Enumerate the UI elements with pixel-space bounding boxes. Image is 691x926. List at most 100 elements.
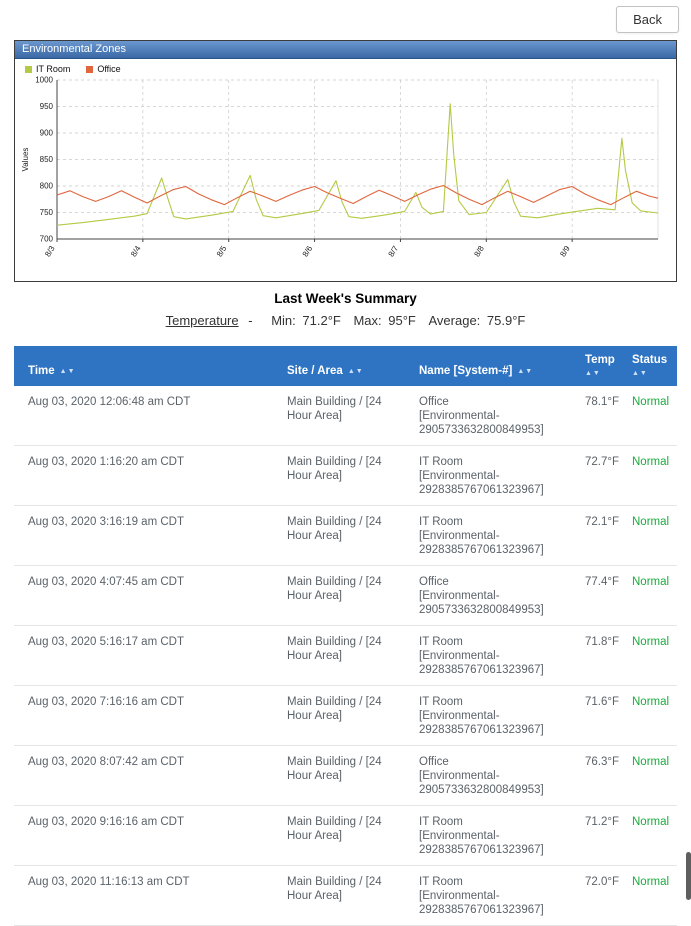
row-site: Main Building / [24 Hour Area] — [287, 805, 419, 866]
row-name-label: IT Room — [419, 636, 463, 648]
row-name-label: IT Room — [419, 876, 463, 888]
readings-table: Time ▲▼ Site / Area ▲▼ Name [System-#] ▲▼ Temp… — [14, 346, 677, 926]
chart-area: 700 750 800 850 900 950 1000 8/3 8/4 8/5 8/6 8/7 8/8… — [15, 74, 676, 281]
table-row[interactable]: Aug 03, 2020 8:07:42 am CDT Main Buildin… — [14, 745, 677, 806]
svg-text:8/9: 8/9 — [558, 244, 572, 259]
svg-text:8/6: 8/6 — [301, 244, 315, 259]
row-name-label: IT Room — [419, 516, 463, 528]
table-row[interactable]: Aug 03, 2020 12:06:48 am CDT Main Buildi… — [14, 386, 677, 446]
sort-arrows-icon[interactable]: ▲▼ — [59, 368, 76, 375]
row-name: IT Room [Environmental-29283857670613239… — [419, 805, 585, 866]
row-system-id: [Environmental-2905733632800849953] — [419, 590, 544, 616]
svg-text:Values: Values — [21, 148, 30, 172]
row-status: Normal — [632, 865, 677, 926]
row-site: Main Building / [24 Hour Area] — [287, 445, 419, 506]
environmental-zones-panel: Environmental Zones IT Room Office 700 750… — [14, 40, 677, 282]
row-site: Main Building / [24 Hour Area] — [287, 865, 419, 926]
top-toolbar: Back — [0, 0, 691, 38]
row-name-label: IT Room — [419, 696, 463, 708]
table-row[interactable]: Aug 03, 2020 4:07:45 am CDT Main Buildin… — [14, 565, 677, 626]
row-status: Normal — [632, 805, 677, 866]
row-name-label: IT Room — [419, 816, 463, 828]
row-status: Normal — [632, 565, 677, 626]
back-button[interactable]: Back — [616, 6, 679, 33]
column-label: Temp — [585, 354, 615, 366]
row-name: IT Room [Environmental-29283857670613239… — [419, 505, 585, 566]
row-site: Main Building / [24 Hour Area] — [287, 565, 419, 626]
row-site: Main Building / [24 Hour Area] — [287, 505, 419, 566]
row-name: Office [Environmental-290573363280084995… — [419, 386, 585, 446]
row-time: Aug 03, 2020 1:16:20 am CDT — [14, 445, 287, 506]
min-value: 71.2°F — [302, 313, 341, 328]
column-label: Site / Area — [287, 365, 343, 377]
average-value: 75.9°F — [486, 313, 526, 328]
row-name: Office [Environmental-290573363280084995… — [419, 565, 585, 626]
row-temp: 71.6°F — [585, 685, 632, 746]
row-temp: 77.4°F — [585, 565, 632, 626]
row-time: Aug 03, 2020 8:07:42 am CDT — [14, 745, 287, 806]
row-name: IT Room [Environmental-29283857670613239… — [419, 685, 585, 746]
column-header-name-system[interactable]: Name [System-#] ▲▼ — [419, 346, 585, 386]
table-header-row: Time ▲▼ Site / Area ▲▼ Name [System-#] ▲▼ Temp… — [14, 346, 677, 386]
row-site: Main Building / [24 Hour Area] — [287, 386, 419, 446]
column-header-status[interactable]: Status ▲▼ — [632, 346, 677, 386]
legend-item-office: Office — [86, 64, 121, 74]
row-temp: 72.7°F — [585, 445, 632, 506]
column-label: Time — [28, 365, 55, 377]
sort-arrows-icon[interactable]: ▲▼ — [517, 368, 534, 375]
svg-text:950: 950 — [40, 102, 54, 111]
row-system-id: [Environmental-2928385767061323967] — [419, 650, 544, 676]
row-time: Aug 03, 2020 3:16:19 am CDT — [14, 505, 287, 566]
svg-text:8/4: 8/4 — [129, 244, 143, 259]
row-temp: 78.1°F — [585, 386, 632, 446]
temperature-link[interactable]: Temperature — [165, 313, 239, 328]
sort-arrows-icon[interactable]: ▲▼ — [585, 370, 601, 377]
row-temp: 72.1°F — [585, 505, 632, 566]
row-status: Normal — [632, 386, 677, 446]
row-name: IT Room [Environmental-29283857670613239… — [419, 625, 585, 686]
legend-item-it-room: IT Room — [25, 64, 70, 74]
environmental-chart-svg: 700 750 800 850 900 950 1000 8/3 8/4 8/5 8/6 8/7 8/8… — [21, 76, 659, 259]
table-row[interactable]: Aug 03, 2020 3:16:19 am CDT Main Buildin… — [14, 505, 677, 566]
sort-arrows-icon[interactable]: ▲▼ — [347, 368, 364, 375]
row-time: Aug 03, 2020 7:16:16 am CDT — [14, 685, 287, 746]
row-name-label: IT Room — [419, 456, 463, 468]
column-header-temp[interactable]: Temp ▲▼ — [585, 346, 632, 386]
table-row[interactable]: Aug 03, 2020 11:16:13 am CDT Main Buildi… — [14, 865, 677, 926]
row-time: Aug 03, 2020 4:07:45 am CDT — [14, 565, 287, 626]
row-temp: 71.2°F — [585, 805, 632, 866]
row-site: Main Building / [24 Hour Area] — [287, 625, 419, 686]
table-row[interactable]: Aug 03, 2020 1:16:20 am CDT Main Buildin… — [14, 445, 677, 506]
summary-dash: - — [248, 313, 253, 328]
svg-text:8/3: 8/3 — [43, 244, 57, 259]
svg-text:750: 750 — [40, 208, 54, 217]
sort-arrows-icon[interactable]: ▲▼ — [632, 370, 648, 377]
table-row[interactable]: Aug 03, 2020 7:16:16 am CDT Main Buildin… — [14, 685, 677, 746]
column-header-site-area[interactable]: Site / Area ▲▼ — [287, 346, 419, 386]
legend-swatch-icon — [86, 65, 94, 73]
row-name-label: Office — [419, 576, 449, 588]
row-system-id: [Environmental-2928385767061323967] — [419, 530, 544, 556]
scrollbar-thumb[interactable] — [686, 852, 691, 900]
row-system-id: [Environmental-2905733632800849953] — [419, 410, 544, 436]
table-row[interactable]: Aug 03, 2020 5:16:17 am CDT Main Buildin… — [14, 625, 677, 686]
row-time: Aug 03, 2020 5:16:17 am CDT — [14, 625, 287, 686]
row-status: Normal — [632, 685, 677, 746]
row-status: Normal — [632, 745, 677, 806]
legend-label: IT Room — [36, 64, 71, 74]
row-system-id: [Environmental-2928385767061323967] — [419, 710, 544, 736]
column-header-time[interactable]: Time ▲▼ — [14, 346, 287, 386]
row-temp: 72.0°F — [585, 865, 632, 926]
row-system-id: [Environmental-2928385767061323967] — [419, 470, 544, 496]
row-name: IT Room [Environmental-29283857670613239… — [419, 865, 585, 926]
row-status: Normal — [632, 505, 677, 566]
row-status: Normal — [632, 445, 677, 506]
table-row[interactable]: Aug 03, 2020 9:16:16 am CDT Main Buildin… — [14, 805, 677, 866]
svg-text:900: 900 — [40, 129, 54, 138]
row-site: Main Building / [24 Hour Area] — [287, 685, 419, 746]
row-name-label: Office — [419, 396, 449, 408]
average-label: Average: — [428, 313, 481, 328]
chart-legend: IT Room Office — [15, 59, 676, 74]
panel-title: Environmental Zones — [15, 41, 676, 59]
row-name-label: Office — [419, 756, 449, 768]
